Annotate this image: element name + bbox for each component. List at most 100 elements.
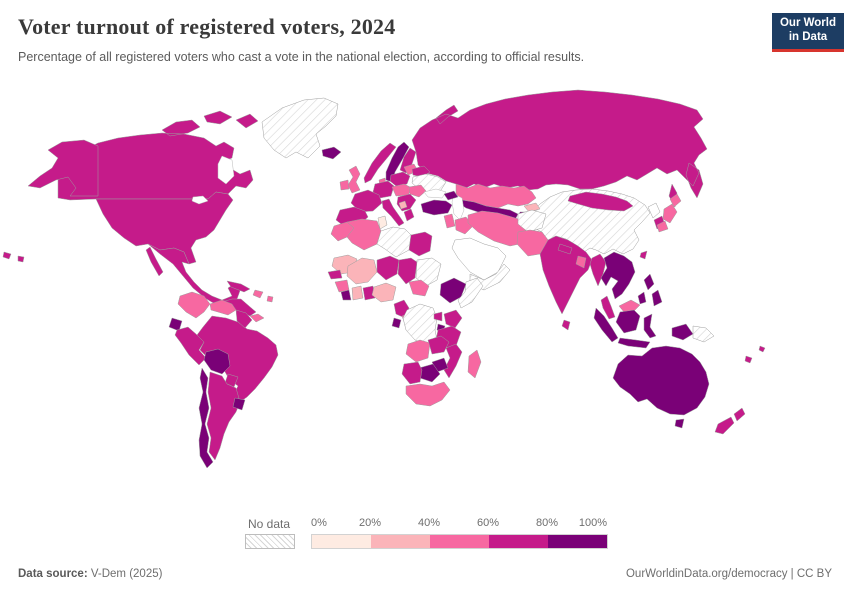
- region-italy[interactable]: [381, 198, 405, 227]
- region-algeria[interactable]: [346, 218, 382, 251]
- region-nepal[interactable]: [557, 243, 573, 255]
- region-liberia[interactable]: [340, 289, 352, 301]
- region-ghana[interactable]: [362, 285, 376, 301]
- region-niger[interactable]: [376, 255, 400, 281]
- data-source-label: Data source:: [18, 568, 88, 580]
- region-south-africa[interactable]: [405, 381, 451, 407]
- region-usa[interactable]: [95, 191, 234, 265]
- region-greenland[interactable]: [261, 97, 339, 159]
- region-mali[interactable]: [346, 257, 378, 285]
- region-somalia[interactable]: [457, 277, 484, 309]
- legend-tick-80: 80%: [535, 517, 559, 529]
- region-greece[interactable]: [403, 208, 415, 222]
- legend-tick-20: 20%: [358, 517, 382, 529]
- legend-bin-80-100[interactable]: [548, 535, 607, 548]
- region-sudan[interactable]: [415, 257, 442, 287]
- region-poland[interactable]: [389, 171, 411, 187]
- region-mexico[interactable]: [145, 243, 242, 305]
- owid-logo-line1: Our World: [779, 17, 836, 29]
- region-argentina[interactable]: [206, 371, 241, 461]
- region-cuba[interactable]: [226, 280, 251, 293]
- region-guinea[interactable]: [334, 279, 350, 293]
- legend-tick-40: 40%: [417, 517, 441, 529]
- region-indochina[interactable]: [600, 251, 636, 300]
- region-panama[interactable]: [249, 313, 265, 323]
- region-turkey[interactable]: [420, 199, 453, 216]
- region-mozambique[interactable]: [443, 343, 463, 379]
- map-legend: No data 0% 20% 40% 60% 80% 100%: [0, 515, 850, 555]
- region-india[interactable]: [539, 235, 593, 315]
- region-ireland[interactable]: [339, 179, 350, 191]
- great-lakes: [191, 195, 209, 205]
- region-hispaniola[interactable]: [252, 289, 274, 303]
- region-myanmar[interactable]: [589, 253, 607, 287]
- region-russia[interactable]: [2, 89, 708, 263]
- legend-color-bar[interactable]: [311, 534, 608, 549]
- region-uk[interactable]: [347, 165, 361, 194]
- region-fiji[interactable]: [744, 345, 766, 364]
- region-mongolia[interactable]: [567, 191, 634, 212]
- region-central-african-republic[interactable]: [408, 279, 430, 297]
- region-egypt[interactable]: [408, 231, 433, 257]
- region-levant[interactable]: [443, 213, 456, 229]
- data-source-value: V-Dem (2025): [87, 568, 163, 580]
- region-gabon[interactable]: [391, 317, 402, 329]
- region-sweden[interactable]: [385, 141, 410, 183]
- region-colombia[interactable]: [177, 291, 211, 319]
- legend-tick-0: 0%: [311, 517, 327, 529]
- page-subtitle: Percentage of all registered voters who …: [18, 50, 585, 64]
- region-romania[interactable]: [408, 184, 427, 198]
- region-kyrgyzstan[interactable]: [523, 202, 541, 213]
- region-iceland[interactable]: [321, 146, 342, 160]
- region-guyanas[interactable]: [235, 309, 253, 329]
- region-zambia[interactable]: [427, 335, 450, 355]
- region-taiwan[interactable]: [639, 250, 648, 260]
- region-malay-peninsula[interactable]: [600, 295, 616, 320]
- legend-no-data-swatch[interactable]: [245, 534, 295, 549]
- region-alaska[interactable]: [27, 139, 99, 197]
- black-sea: [423, 188, 447, 199]
- region-australia[interactable]: [612, 345, 710, 429]
- region-angola[interactable]: [405, 339, 431, 363]
- region-sri-lanka[interactable]: [561, 319, 571, 331]
- legend-bin-60-80[interactable]: [489, 535, 548, 548]
- region-philippines[interactable]: [637, 273, 663, 307]
- region-bosnia[interactable]: [398, 200, 408, 210]
- region-japan[interactable]: [656, 193, 682, 233]
- region-ivory-coast[interactable]: [351, 285, 364, 301]
- region-north-korea[interactable]: [647, 202, 661, 219]
- owid-logo-line2: in Data: [788, 31, 828, 44]
- legend-bin-20-40[interactable]: [371, 535, 430, 548]
- region-papua-new-guinea[interactable]: [692, 325, 715, 343]
- legend-bin-40-60[interactable]: [430, 535, 489, 548]
- legend-bin-0-20[interactable]: [312, 535, 371, 548]
- region-new-zealand[interactable]: [714, 407, 746, 435]
- region-venezuela[interactable]: [209, 299, 237, 316]
- region-senegal[interactable]: [327, 269, 343, 280]
- legend-no-data-label: No data: [247, 517, 291, 531]
- region-chile[interactable]: [198, 367, 214, 469]
- region-norway[interactable]: [363, 142, 397, 184]
- region-chad[interactable]: [397, 257, 418, 285]
- region-kenya[interactable]: [443, 309, 463, 329]
- region-indonesia[interactable]: [593, 307, 694, 349]
- region-bangladesh[interactable]: [575, 255, 587, 269]
- region-bolivia[interactable]: [203, 348, 231, 375]
- region-caucasus[interactable]: [443, 190, 459, 201]
- region-afghanistan[interactable]: [517, 209, 547, 233]
- footer-link[interactable]: OurWorldinData.org/democracy | CC BY: [625, 568, 832, 580]
- region-tunisia[interactable]: [377, 215, 388, 230]
- region-drc[interactable]: [402, 303, 438, 345]
- region-nigeria[interactable]: [371, 282, 397, 303]
- chart-footer: Data source: V-Dem (2025) OurWorldinData…: [18, 568, 832, 580]
- region-madagascar[interactable]: [467, 349, 482, 379]
- region-borneo-malaysia[interactable]: [618, 299, 641, 313]
- region-namibia[interactable]: [401, 361, 423, 385]
- region-libya[interactable]: [376, 226, 412, 258]
- region-uruguay[interactable]: [232, 397, 246, 411]
- region-uganda[interactable]: [433, 311, 443, 322]
- owid-logo[interactable]: Our World in Data: [772, 13, 844, 52]
- region-france[interactable]: [350, 189, 383, 213]
